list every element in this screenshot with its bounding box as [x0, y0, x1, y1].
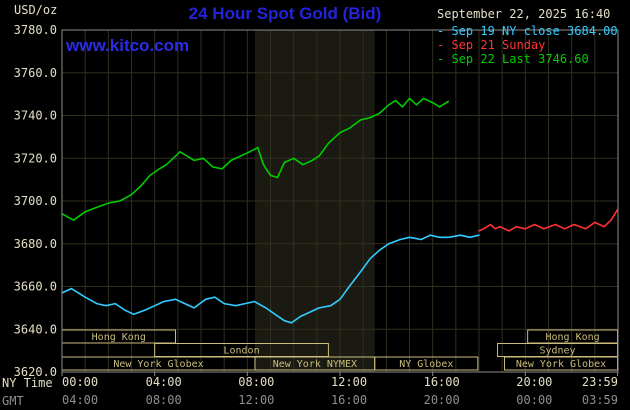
x-tick-label-gmt: 16:00: [331, 393, 367, 407]
session-label: Sydney: [539, 346, 575, 357]
legend-label: Sep 22 Last 3746.60: [451, 52, 589, 66]
y-tick-label: 3720.0: [14, 151, 57, 165]
x-tick-label-gmt: 12:00: [238, 393, 274, 407]
y-tick-label: 3660.0: [14, 280, 57, 294]
x-tick-label-gmt: 20:00: [424, 393, 460, 407]
session-label: New York Globex: [113, 359, 203, 370]
legend-marker: -: [437, 52, 452, 66]
session-label: Hong Kong: [92, 332, 146, 343]
x-tick-label-gmt: 03:59: [582, 393, 618, 407]
x-tick-label-ny: 00:00: [62, 375, 98, 389]
price-line: [61, 234, 480, 324]
x-tick-label-ny: 23:59: [582, 375, 618, 389]
session-label: London: [223, 346, 259, 357]
x-tick-label-ny: 16:00: [424, 375, 460, 389]
x-tick-label-ny: 12:00: [331, 375, 367, 389]
price-line: [478, 208, 619, 232]
y-tick-label: 3780.0: [14, 23, 57, 37]
chart-title: 24 Hour Spot Gold (Bid): [188, 4, 382, 23]
session-label: Hong Kong: [545, 332, 599, 343]
y-tick-label: 3620.0: [14, 365, 57, 379]
x-tick-label-gmt: 00:00: [516, 393, 552, 407]
chart-datetime: September 22, 2025 16:40: [437, 7, 611, 21]
legend-marker: -: [437, 38, 452, 52]
legend-label: Sep 21 Sunday: [451, 38, 546, 52]
x-tick-label-gmt: 08:00: [146, 393, 182, 407]
x-axis-ny-time-label: NY Time: [2, 376, 53, 390]
legend-item-0: - Sep 19 NY close 3684.00: [437, 24, 618, 38]
legend-label: Sep 19 NY close 3684.00: [451, 24, 618, 38]
y-axis-unit-label: USD/oz: [14, 3, 58, 17]
session-label: New York NYMEX: [273, 359, 357, 370]
x-tick-label-gmt: 04:00: [62, 393, 98, 407]
session-label: NY Globex: [399, 359, 453, 370]
y-tick-label: 3640.0: [14, 322, 57, 336]
x-axis-gmt-label: GMT: [2, 394, 24, 408]
y-tick-label: 3700.0: [14, 194, 57, 208]
x-tick-label-ny: 04:00: [146, 375, 182, 389]
y-tick-label: 3680.0: [14, 237, 57, 251]
kitco-watermark-link[interactable]: www.kitco.com: [66, 36, 190, 55]
x-tick-label-ny: 20:00: [516, 375, 552, 389]
legend: - Sep 19 NY close 3684.00- Sep 21 Sunday…: [437, 24, 618, 66]
price-line: [61, 97, 450, 221]
session-box: [374, 356, 479, 371]
y-tick-label: 3740.0: [14, 109, 57, 123]
session-label: New York Globex: [516, 359, 606, 370]
y-tick-label: 3760.0: [14, 66, 57, 80]
legend-item-1: - Sep 21 Sunday: [437, 38, 618, 52]
legend-item-2: - Sep 22 Last 3746.60: [437, 52, 618, 66]
legend-marker: -: [437, 24, 452, 38]
x-tick-label-ny: 08:00: [238, 375, 274, 389]
